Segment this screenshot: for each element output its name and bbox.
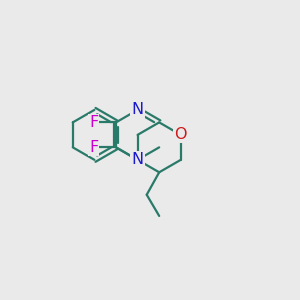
Text: F: F <box>89 140 98 155</box>
Text: O: O <box>175 128 187 142</box>
Text: N: N <box>131 152 144 167</box>
Text: N: N <box>131 102 144 117</box>
Text: N: N <box>131 152 144 167</box>
Text: F: F <box>89 115 98 130</box>
